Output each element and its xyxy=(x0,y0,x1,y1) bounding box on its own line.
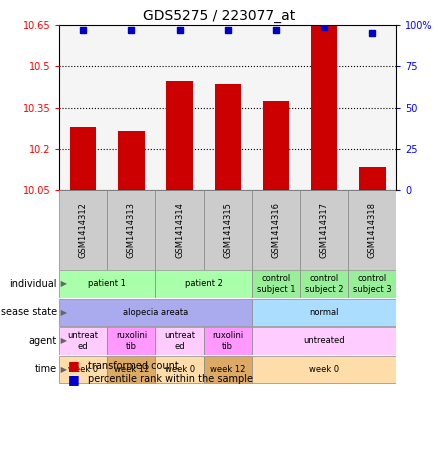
Bar xyxy=(252,356,396,383)
Text: patient 1: patient 1 xyxy=(88,280,126,288)
Bar xyxy=(155,270,252,298)
Bar xyxy=(107,356,155,383)
Bar xyxy=(166,82,193,190)
Text: ▶: ▶ xyxy=(58,365,67,374)
Bar xyxy=(252,190,300,270)
Text: week 0: week 0 xyxy=(165,365,194,374)
Bar xyxy=(59,356,107,383)
Text: GSM1414312: GSM1414312 xyxy=(79,202,88,258)
Text: GSM1414314: GSM1414314 xyxy=(175,202,184,258)
Text: week 12: week 12 xyxy=(114,365,149,374)
Bar xyxy=(359,167,385,190)
Text: ruxolini
tib: ruxolini tib xyxy=(212,331,244,351)
Text: agent: agent xyxy=(29,336,57,346)
Bar xyxy=(107,190,155,270)
Text: disease state: disease state xyxy=(0,307,57,318)
Bar xyxy=(348,270,396,298)
Text: untreat
ed: untreat ed xyxy=(68,331,99,351)
Text: GDS5275 / 223077_at: GDS5275 / 223077_at xyxy=(143,9,295,23)
Text: ▶: ▶ xyxy=(58,280,67,288)
Text: week 0: week 0 xyxy=(68,365,98,374)
Text: normal: normal xyxy=(309,308,339,317)
Bar xyxy=(204,327,252,355)
Text: untreated: untreated xyxy=(303,337,345,345)
Bar xyxy=(300,270,348,298)
Text: ruxolini
tib: ruxolini tib xyxy=(116,331,147,351)
Bar xyxy=(155,327,204,355)
Text: control
subject 2: control subject 2 xyxy=(305,274,343,294)
Bar xyxy=(252,299,396,326)
Bar xyxy=(59,299,252,326)
Text: week 0: week 0 xyxy=(309,365,339,374)
Bar xyxy=(300,190,348,270)
Text: percentile rank within the sample: percentile rank within the sample xyxy=(88,374,253,384)
Bar xyxy=(348,190,396,270)
Text: individual: individual xyxy=(10,279,57,289)
Text: ▶: ▶ xyxy=(58,308,67,317)
Bar xyxy=(59,327,107,355)
Text: GSM1414317: GSM1414317 xyxy=(320,202,328,258)
Bar xyxy=(252,327,396,355)
Text: GSM1414315: GSM1414315 xyxy=(223,202,232,258)
Bar xyxy=(59,190,107,270)
Bar xyxy=(70,127,96,190)
Text: time: time xyxy=(35,364,57,375)
Text: alopecia areata: alopecia areata xyxy=(123,308,188,317)
Bar xyxy=(263,101,289,190)
Text: untreat
ed: untreat ed xyxy=(164,331,195,351)
Text: ■: ■ xyxy=(68,359,80,372)
Text: ■: ■ xyxy=(68,373,80,386)
Bar xyxy=(107,327,155,355)
Text: transformed count: transformed count xyxy=(88,361,178,371)
Text: week 12: week 12 xyxy=(210,365,245,374)
Text: ▶: ▶ xyxy=(58,337,67,345)
Bar xyxy=(252,270,300,298)
Bar xyxy=(155,356,204,383)
Bar xyxy=(59,270,155,298)
Bar xyxy=(118,131,145,190)
Bar xyxy=(215,84,241,190)
Text: GSM1414318: GSM1414318 xyxy=(368,202,377,258)
Text: patient 2: patient 2 xyxy=(185,280,223,288)
Text: GSM1414316: GSM1414316 xyxy=(272,202,280,258)
Text: GSM1414313: GSM1414313 xyxy=(127,202,136,258)
Bar xyxy=(204,190,252,270)
Text: control
subject 3: control subject 3 xyxy=(353,274,392,294)
Text: control
subject 1: control subject 1 xyxy=(257,274,295,294)
Bar xyxy=(311,24,337,190)
Bar xyxy=(155,190,204,270)
Bar xyxy=(204,356,252,383)
